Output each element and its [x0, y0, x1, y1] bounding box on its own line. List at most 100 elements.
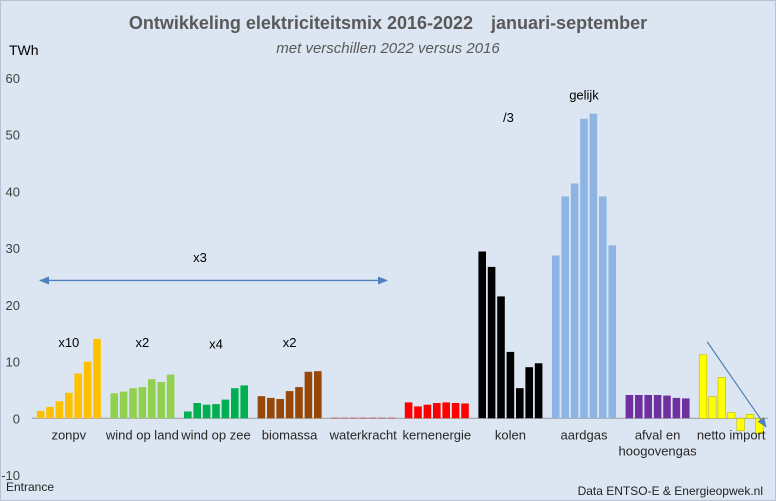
- category-label: kolen: [495, 427, 526, 442]
- y-tick-label: 50: [6, 128, 20, 143]
- bar-kernenergie-2019: [433, 403, 441, 419]
- bar-wind-op-zee-2018: [202, 404, 211, 419]
- footer-left: Entrance: [6, 480, 54, 494]
- bar-biomassa-2017: [267, 397, 275, 419]
- bar-kernenergie-2020: [442, 402, 450, 419]
- bar-wind-op-land-2017: [119, 391, 128, 419]
- annotation-label: x3: [193, 250, 207, 265]
- bar-aardgas-2020: [589, 113, 598, 419]
- chart-subtitle: met verschillen 2022 versus 2016: [276, 40, 500, 57]
- category-label: afval en: [635, 427, 681, 442]
- bar-netto-import-2021: [745, 413, 755, 419]
- bar-wind-op-zee-2021: [231, 388, 239, 419]
- bar-aardgas-2016: [552, 255, 560, 419]
- bar-wind-op-zee-2019: [212, 404, 220, 419]
- bar-netto-import-2019: [727, 412, 736, 419]
- bar-biomassa-2019: [285, 391, 294, 419]
- bar-kernenergie-2022: [461, 403, 469, 419]
- bar-biomassa-2020: [295, 387, 303, 419]
- bar-aardgas-2019: [580, 118, 588, 419]
- bar-afval-en-hoogovengas-2022: [682, 398, 690, 419]
- annotations-group: x10 x2 x4 x2 x3/3 gelijk: [39, 88, 767, 428]
- bar-wind-op-zee-2016: [184, 411, 192, 419]
- annotation-label: /3: [503, 110, 514, 125]
- category-label: waterkracht: [329, 427, 398, 442]
- bar-biomassa-2018: [276, 399, 284, 419]
- annotation-label: x10: [58, 335, 79, 350]
- bar-kolen-2017: [487, 266, 496, 419]
- bars-group: [32, 113, 768, 434]
- bar-zonpv-2022: [93, 338, 101, 419]
- y-tick-label: 30: [6, 241, 20, 256]
- annotation-label: x2: [283, 335, 297, 350]
- category-label: hoogovengas: [619, 443, 698, 458]
- bar-kernenergie-2018: [423, 404, 432, 419]
- bar-waterkracht-2018: [350, 417, 358, 419]
- annotation-label: x4: [209, 337, 223, 352]
- bar-wind-op-land-2016: [110, 393, 118, 419]
- bar-aardgas-2017: [561, 196, 569, 419]
- y-tick-label: 60: [6, 71, 20, 86]
- bar-afval-en-hoogovengas-2020: [663, 395, 671, 419]
- category-label: kernenergie: [402, 427, 471, 442]
- bar-netto-import-2018: [717, 377, 726, 419]
- bar-zonpv-2017: [46, 406, 54, 419]
- bar-aardgas-2021: [599, 196, 607, 419]
- bar-wind-op-land-2019: [138, 387, 147, 419]
- y-tick-label: 20: [6, 298, 20, 313]
- bar-kernenergie-2021: [451, 403, 460, 419]
- bar-biomassa-2022: [314, 371, 322, 419]
- category-labels: zonpv wind op land wind op zee biomassa wate…: [51, 427, 765, 458]
- bar-biomassa-2021: [304, 371, 313, 419]
- bar-kolen-2022: [534, 363, 543, 419]
- bar-afval-en-hoogovengas-2019: [653, 395, 662, 419]
- bar-afval-en-hoogovengas-2018: [644, 395, 652, 419]
- category-label: wind op land: [105, 427, 179, 442]
- trend-arrow: [706, 341, 767, 428]
- bar-wind-op-zee-2020: [221, 399, 230, 419]
- bar-kolen-2016: [478, 251, 486, 419]
- bar-kolen-2020: [516, 388, 524, 419]
- bar-wind-op-land-2021: [157, 382, 165, 419]
- bar-afval-en-hoogovengas-2021: [672, 397, 681, 419]
- y-axis-unit: TWh: [9, 42, 39, 58]
- bar-zonpv-2019: [65, 392, 73, 419]
- bar-kernenergie-2017: [414, 406, 422, 419]
- bar-biomassa-2016: [257, 396, 266, 419]
- category-label: zonpv: [51, 427, 86, 442]
- bar-waterkracht-2022: [387, 417, 396, 419]
- bar-aardgas-2018: [570, 183, 579, 419]
- bar-wind-op-land-2022: [166, 374, 175, 419]
- bar-waterkracht-2019: [359, 417, 367, 419]
- title-period: januari-september: [490, 13, 647, 33]
- bar-netto-import-2016: [698, 354, 708, 419]
- y-tick-label: 40: [6, 184, 20, 199]
- bar-zonpv-2016: [36, 410, 45, 419]
- bar-aardgas-2022: [608, 245, 616, 419]
- category-label: netto import: [697, 427, 766, 442]
- bar-kolen-2018: [497, 296, 505, 419]
- bar-wind-op-land-2020: [148, 379, 156, 419]
- bar-afval-en-hoogovengas-2017: [635, 395, 643, 419]
- bar-waterkracht-2016: [331, 417, 339, 419]
- bar-waterkracht-2017: [340, 417, 349, 419]
- bar-afval-en-hoogovengas-2016: [625, 395, 634, 419]
- bar-wind-op-zee-2022: [240, 385, 248, 419]
- y-tick-label: -10: [1, 468, 20, 483]
- chart-title: Ontwikkeling elektriciteitsmix 2016-2022…: [129, 13, 647, 33]
- category-label: wind op zee: [180, 427, 250, 442]
- bar-zonpv-2020: [74, 373, 82, 419]
- bar-waterkracht-2021: [378, 417, 386, 419]
- y-axis-ticks: -10 0 10 20 30 40 50 60: [1, 71, 20, 483]
- bar-kolen-2021: [525, 367, 533, 419]
- bar-netto-import-2017: [708, 396, 717, 419]
- bar-netto-import-2020: [736, 417, 745, 432]
- bar-zonpv-2021: [83, 361, 92, 419]
- title-main: Ontwikkeling elektriciteitsmix 2016-2022: [129, 13, 473, 33]
- bar-wind-op-land-2018: [129, 388, 137, 419]
- y-tick-label: 10: [6, 355, 20, 370]
- category-label: aardgas: [561, 427, 608, 442]
- bar-wind-op-zee-2017: [193, 403, 201, 419]
- footer-right: Data ENTSO-E & Energieopwek.nl: [578, 484, 763, 498]
